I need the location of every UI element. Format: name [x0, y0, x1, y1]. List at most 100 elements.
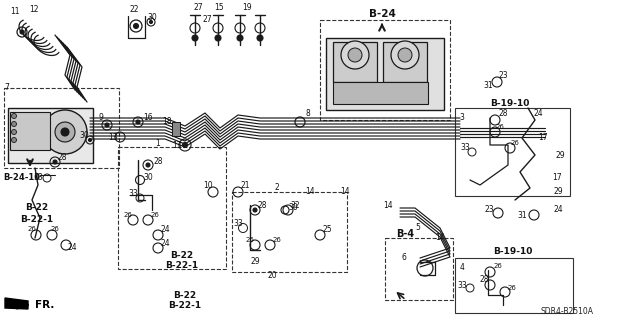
Text: 14: 14	[435, 234, 445, 242]
Bar	[320, 20, 450, 120]
Bar	[326, 38, 444, 110]
Bar	[172, 122, 180, 136]
Text: 27: 27	[193, 4, 203, 12]
Text: 29: 29	[250, 257, 260, 266]
Text: 26: 26	[508, 285, 516, 291]
Text: 28: 28	[499, 109, 508, 118]
Circle shape	[134, 24, 138, 28]
Circle shape	[237, 35, 243, 41]
Bar	[8, 108, 93, 163]
Text: 5: 5	[415, 224, 420, 233]
Circle shape	[182, 143, 188, 147]
Text: 26: 26	[511, 140, 520, 146]
Circle shape	[53, 160, 57, 164]
Polygon shape	[5, 298, 28, 309]
Text: 26: 26	[28, 226, 36, 232]
Text: B-19-10: B-19-10	[493, 248, 532, 256]
Text: 14: 14	[305, 188, 315, 197]
Text: 33: 33	[33, 173, 43, 182]
Text: 30: 30	[143, 173, 153, 182]
Text: 26: 26	[150, 212, 159, 218]
Circle shape	[12, 114, 17, 118]
Text: 21: 21	[240, 182, 250, 190]
Text: 16: 16	[143, 114, 153, 122]
Circle shape	[55, 122, 75, 142]
Circle shape	[20, 30, 24, 34]
Text: 14: 14	[383, 201, 393, 210]
Text: B-22: B-22	[26, 204, 49, 212]
Text: 26: 26	[493, 263, 502, 269]
Circle shape	[398, 48, 412, 62]
Text: B-22-1: B-22-1	[20, 214, 54, 224]
Text: 17: 17	[552, 174, 562, 182]
Text: 13: 13	[172, 140, 182, 150]
Text: 24: 24	[67, 243, 77, 253]
Text: 33: 33	[128, 189, 138, 197]
Text: 28: 28	[479, 276, 489, 285]
Circle shape	[257, 35, 263, 41]
Text: 19: 19	[242, 4, 252, 12]
Text: B-22: B-22	[170, 250, 193, 259]
Text: 20: 20	[267, 271, 277, 279]
Text: 1: 1	[156, 139, 161, 149]
Bar	[232, 192, 347, 272]
Text: 32: 32	[290, 201, 300, 210]
Circle shape	[391, 41, 419, 69]
Text: 23: 23	[498, 70, 508, 79]
Bar	[385, 238, 453, 300]
Bar	[333, 42, 377, 82]
Text: 26: 26	[495, 124, 504, 130]
Bar	[10, 112, 50, 150]
Circle shape	[348, 48, 362, 62]
Circle shape	[88, 138, 92, 142]
Text: 24: 24	[553, 205, 563, 214]
Bar	[333, 82, 428, 104]
Text: 29: 29	[555, 151, 565, 160]
Circle shape	[253, 208, 257, 212]
Text: 13: 13	[108, 132, 118, 142]
Text: 23: 23	[484, 205, 494, 214]
Text: 26: 26	[51, 226, 60, 232]
Text: 30: 30	[79, 130, 89, 139]
Text: 25: 25	[322, 226, 332, 234]
Text: 26: 26	[273, 237, 282, 243]
Text: B-19-10: B-19-10	[490, 99, 530, 108]
Text: 33: 33	[457, 280, 467, 290]
Text: 14: 14	[340, 188, 350, 197]
Text: B-22-1: B-22-1	[168, 301, 202, 310]
Text: 18: 18	[163, 116, 172, 125]
Text: 33: 33	[460, 144, 470, 152]
Text: 31: 31	[483, 81, 493, 91]
Circle shape	[136, 120, 140, 124]
Text: 15: 15	[214, 4, 224, 12]
Text: 27: 27	[202, 16, 212, 25]
Bar	[455, 108, 570, 196]
Circle shape	[215, 35, 221, 41]
Text: 29: 29	[553, 188, 563, 197]
Text: B-22: B-22	[173, 291, 196, 300]
Text: 28: 28	[257, 202, 267, 211]
Text: FR.: FR.	[35, 300, 54, 310]
Circle shape	[105, 123, 109, 127]
Text: 3: 3	[460, 114, 465, 122]
Text: 24: 24	[160, 240, 170, 249]
Text: 6: 6	[401, 254, 406, 263]
Bar	[383, 42, 427, 82]
Circle shape	[12, 137, 17, 143]
Text: 9: 9	[99, 114, 104, 122]
Circle shape	[12, 130, 17, 135]
Text: 10: 10	[203, 182, 213, 190]
Text: 30: 30	[288, 203, 298, 211]
Text: B-4: B-4	[396, 229, 414, 239]
Text: 2: 2	[275, 183, 280, 192]
Text: B-24-10: B-24-10	[3, 174, 40, 182]
Text: 24: 24	[160, 226, 170, 234]
Text: 8: 8	[306, 109, 310, 118]
Text: 26: 26	[124, 212, 132, 218]
Text: 30: 30	[147, 13, 157, 23]
Text: 17: 17	[538, 133, 548, 143]
Circle shape	[150, 20, 152, 24]
Circle shape	[12, 122, 17, 127]
Circle shape	[341, 41, 369, 69]
Text: B-24: B-24	[369, 9, 396, 19]
